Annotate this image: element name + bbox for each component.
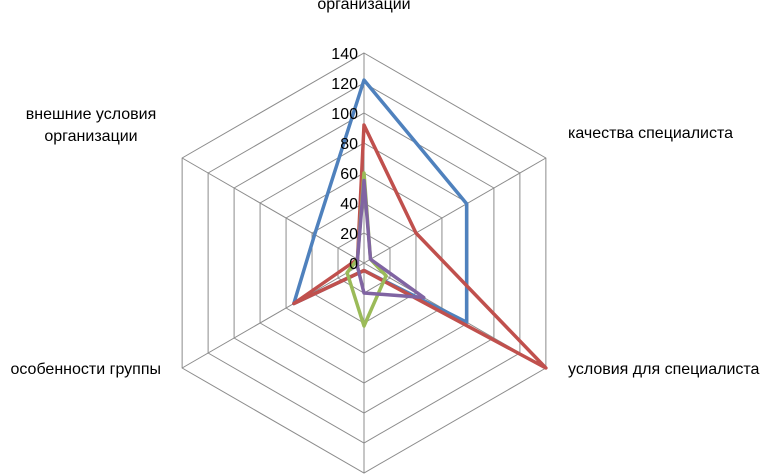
axis-label: особенности группы: [10, 361, 161, 378]
series-line-4: [355, 178, 426, 300]
grid: [181, 52, 547, 474]
axis-label: внешние условия: [26, 106, 157, 123]
tick-label: 100: [331, 106, 358, 123]
axis-label: качества специалиста: [568, 125, 733, 142]
axis-label: организации: [317, 0, 410, 13]
tick-label: 40: [340, 196, 358, 213]
tick-label: 60: [340, 166, 358, 183]
grid-spoke: [181, 262, 365, 369]
axis-labels: организации качества специалиста условия д…: [10, 0, 759, 378]
tick-label: 120: [331, 76, 358, 93]
axis-label: организации: [44, 128, 137, 145]
grid-spoke: [363, 157, 547, 264]
axis-label: условия для специалиста: [568, 361, 760, 378]
tick-label: 140: [331, 46, 358, 63]
tick-label: 80: [340, 136, 358, 153]
tick-label: 20: [340, 226, 358, 243]
radial-tick-labels: 0 20 40 60 80 100 120 140: [331, 46, 358, 273]
series-layer: [292, 78, 548, 370]
grid-spoke: [181, 157, 365, 264]
tick-label: 0: [349, 256, 358, 273]
